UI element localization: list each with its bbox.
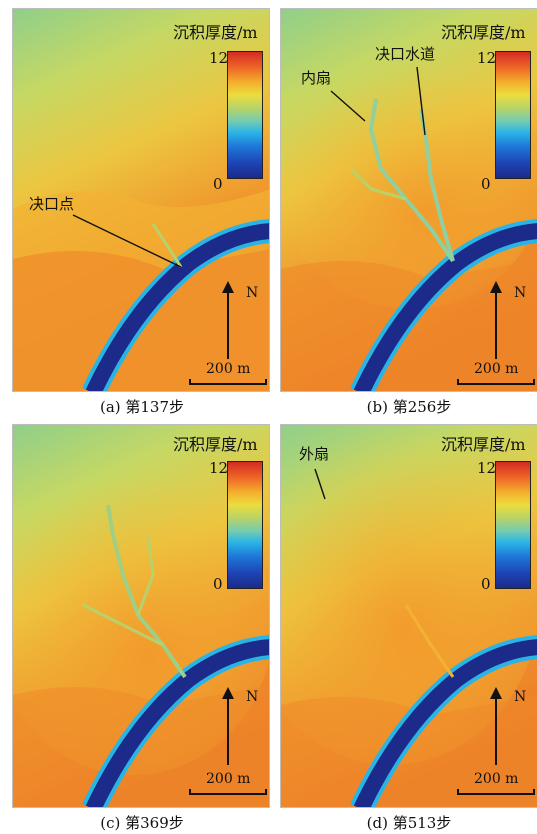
annotation-outer-fan: 外扇 bbox=[299, 445, 330, 463]
scale-label: 200 m bbox=[206, 771, 251, 787]
colorbar bbox=[227, 51, 263, 179]
scale-bar bbox=[457, 379, 535, 385]
colorbar-min-label: 0 bbox=[481, 575, 491, 593]
panel-caption-d: (d) 第513步 bbox=[366, 814, 452, 832]
annotation-breach-point: 决口点 bbox=[29, 195, 75, 213]
scale-bar bbox=[457, 789, 535, 795]
colorbar-min-label: 0 bbox=[213, 175, 223, 193]
north-arrow-icon bbox=[222, 281, 234, 359]
colorbar bbox=[227, 461, 263, 589]
deposition-map-b bbox=[281, 9, 537, 391]
colorbar-title: 沉积厚度/m bbox=[441, 23, 526, 42]
colorbar-title: 沉积厚度/m bbox=[173, 23, 258, 42]
colorbar bbox=[495, 461, 531, 589]
colorbar bbox=[495, 51, 531, 179]
map-panel-b: 沉积厚度/m 12 0 内扇 决口水道 N 200 m bbox=[280, 8, 537, 392]
colorbar-max-label: 12 bbox=[209, 49, 229, 67]
scale-bar bbox=[189, 789, 267, 795]
colorbar-min-label: 0 bbox=[481, 175, 491, 193]
north-arrow-icon bbox=[222, 687, 234, 765]
north-arrow-icon bbox=[490, 281, 502, 359]
north-label: N bbox=[514, 689, 527, 705]
scale-bar bbox=[189, 379, 267, 385]
panel-caption-a: (a) 第137步 bbox=[99, 398, 185, 416]
panel-caption-b: (b) 第256步 bbox=[366, 398, 452, 416]
annotation-inner-fan: 内扇 bbox=[301, 69, 332, 87]
scale-label: 200 m bbox=[474, 361, 519, 377]
colorbar-max-label: 12 bbox=[477, 49, 497, 67]
colorbar-max-label: 12 bbox=[477, 459, 497, 477]
north-label: N bbox=[514, 285, 527, 301]
north-label: N bbox=[246, 689, 259, 705]
colorbar-title: 沉积厚度/m bbox=[173, 435, 258, 454]
north-arrow-icon bbox=[490, 687, 502, 765]
map-panel-a: 沉积厚度/m 12 0 决口点 N 200 m bbox=[12, 8, 270, 392]
colorbar-max-label: 12 bbox=[209, 459, 229, 477]
annotation-breach-channel: 决口水道 bbox=[375, 45, 436, 63]
map-panel-d: 沉积厚度/m 12 0 外扇 N 200 m bbox=[280, 424, 537, 808]
map-panel-c: 沉积厚度/m 12 0 N 200 m bbox=[12, 424, 270, 808]
north-label: N bbox=[246, 285, 259, 301]
colorbar-title: 沉积厚度/m bbox=[441, 435, 526, 454]
deposition-map-a bbox=[13, 9, 269, 391]
deposition-map-c bbox=[13, 425, 269, 807]
scale-label: 200 m bbox=[206, 361, 251, 377]
scale-label: 200 m bbox=[474, 771, 519, 787]
panel-caption-c: (c) 第369步 bbox=[100, 814, 184, 832]
colorbar-min-label: 0 bbox=[213, 575, 223, 593]
